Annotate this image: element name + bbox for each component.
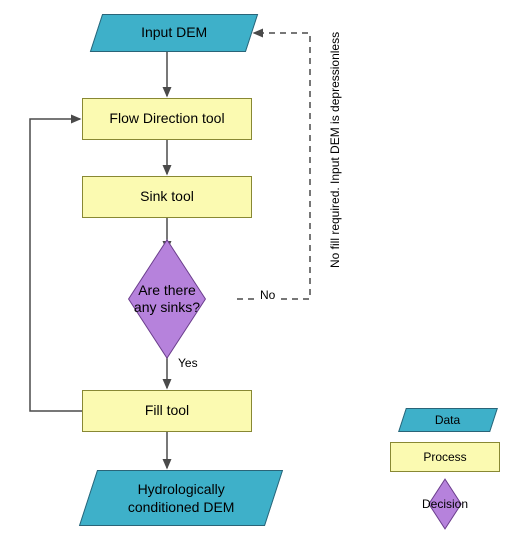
node-output-dem-label: Hydrologically conditioned DEM — [124, 481, 239, 516]
edge-decision-no-loop — [237, 33, 310, 299]
node-flow-direction: Flow Direction tool — [82, 98, 252, 140]
node-input-dem-label: Input DEM — [137, 24, 211, 42]
legend: Data Process Decision — [390, 408, 510, 524]
node-output-dem: Hydrologically conditioned DEM — [79, 470, 283, 526]
node-sink-tool: Sink tool — [82, 176, 252, 218]
edge-label-no-side: No fill required. Input DEM is depressio… — [328, 28, 342, 268]
legend-decision: Decision — [390, 484, 500, 524]
edge-label-no: No — [258, 288, 277, 302]
legend-data-label: Data — [431, 413, 464, 428]
legend-process-label: Process — [423, 450, 466, 465]
legend-process: Process — [390, 442, 500, 472]
node-decision-label: Are there any sinks? — [97, 252, 237, 346]
node-fill-tool: Fill tool — [82, 390, 252, 432]
node-input-dem: Input DEM — [90, 14, 258, 52]
legend-decision-label: Decision — [390, 484, 500, 524]
legend-data: Data — [398, 408, 498, 432]
edge-fill-loop-to-flowdir — [30, 119, 82, 411]
node-fill-tool-label: Fill tool — [145, 402, 189, 420]
node-flow-direction-label: Flow Direction tool — [109, 110, 224, 128]
node-sink-tool-label: Sink tool — [140, 188, 194, 206]
edge-label-yes: Yes — [176, 356, 200, 370]
node-decision: Are there any sinks? — [97, 252, 237, 346]
